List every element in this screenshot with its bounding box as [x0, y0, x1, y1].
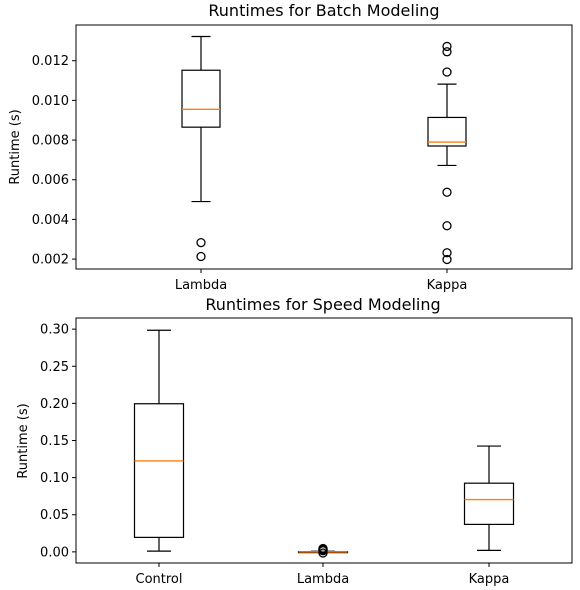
- iqr-box: [427, 116, 467, 147]
- speed-plot-area: [75, 317, 573, 564]
- speed-y-axis-label: Runtime (s): [16, 403, 31, 478]
- x-tick-label: Kappa: [469, 572, 510, 587]
- x-tick-label: Control: [136, 572, 183, 587]
- speed-boxes: [133, 329, 515, 558]
- y-tick-label: 0.25: [40, 360, 69, 375]
- y-tick-label: 0.004: [32, 213, 69, 228]
- outlier-point: [442, 221, 452, 231]
- outlier-point: [442, 254, 452, 265]
- outlier-point: [442, 248, 452, 258]
- batch-plot-area: [75, 24, 573, 270]
- iqr-box: [181, 69, 221, 128]
- y-tick-label: 0.05: [40, 508, 69, 523]
- outlier-point: [442, 47, 452, 57]
- outlier-point: [442, 67, 452, 77]
- batch-y-ticks: 0.002 0.004 0.006 0.008 0.010 0.012: [32, 54, 76, 268]
- x-tick-label: Lambda: [297, 572, 349, 587]
- batch-modeling-chart: Runtimes for Batch Modeling Runtime (s) …: [8, 1, 573, 293]
- batch-x-ticks: Lambda Kappa: [175, 269, 468, 293]
- batch-chart-title: Runtimes for Batch Modeling: [208, 1, 439, 20]
- outlier-point: [442, 187, 452, 197]
- iqr-box: [133, 403, 185, 538]
- y-tick-label: 0.20: [40, 397, 69, 412]
- y-tick-label: 0.30: [40, 323, 69, 338]
- x-tick-label: Lambda: [175, 278, 227, 293]
- y-tick-label: 0.00: [40, 545, 69, 560]
- y-tick-label: 0.002: [32, 253, 69, 268]
- x-tick-label: Kappa: [427, 278, 468, 293]
- box-lambda: [297, 543, 349, 558]
- box-lambda: [181, 35, 221, 262]
- y-tick-label: 0.008: [32, 134, 69, 149]
- y-tick-label: 0.10: [40, 471, 69, 486]
- y-tick-label: 0.006: [32, 173, 69, 188]
- iqr-box: [463, 482, 515, 525]
- speed-y-ticks: 0.00 0.05 0.10 0.15 0.20 0.25 0.30: [40, 323, 76, 560]
- outlier-point: [196, 237, 206, 248]
- outlier-point: [196, 251, 206, 262]
- outlier-point: [442, 41, 452, 52]
- y-tick-label: 0.010: [32, 94, 69, 109]
- speed-chart-title: Runtimes for Speed Modeling: [205, 295, 440, 314]
- speed-modeling-chart: Runtimes for Speed Modeling Runtime (s) …: [16, 295, 573, 587]
- batch-boxes: [181, 35, 467, 265]
- batch-y-axis-label: Runtime (s): [8, 109, 23, 184]
- box-kappa: [427, 41, 467, 265]
- y-tick-label: 0.012: [32, 54, 69, 69]
- y-tick-label: 0.15: [40, 434, 69, 449]
- box-control: [133, 329, 185, 552]
- outlier-point: [318, 548, 328, 558]
- speed-x-ticks: Control Lambda Kappa: [136, 563, 510, 587]
- box-kappa: [463, 445, 515, 551]
